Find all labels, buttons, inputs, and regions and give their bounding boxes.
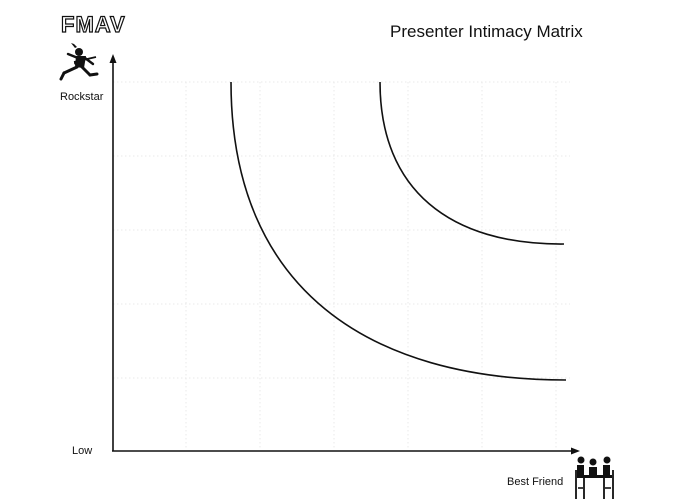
inner-curve [230, 81, 567, 381]
grid-lines [113, 81, 570, 450]
rockstar-guitarist-icon [59, 43, 99, 81]
x-axis [112, 447, 580, 455]
x-axis-right-label: Best Friend [507, 476, 564, 488]
outer-curve [379, 81, 565, 245]
friends-at-table-icon [575, 456, 614, 499]
diagram-title: Presenter Intimacy Matrix [390, 22, 583, 41]
origin-label: Low [72, 445, 93, 457]
fmav-logo: FMAV [60, 12, 126, 37]
y-axis-top-label: Rockstar [60, 91, 104, 103]
y-axis [109, 54, 117, 451]
